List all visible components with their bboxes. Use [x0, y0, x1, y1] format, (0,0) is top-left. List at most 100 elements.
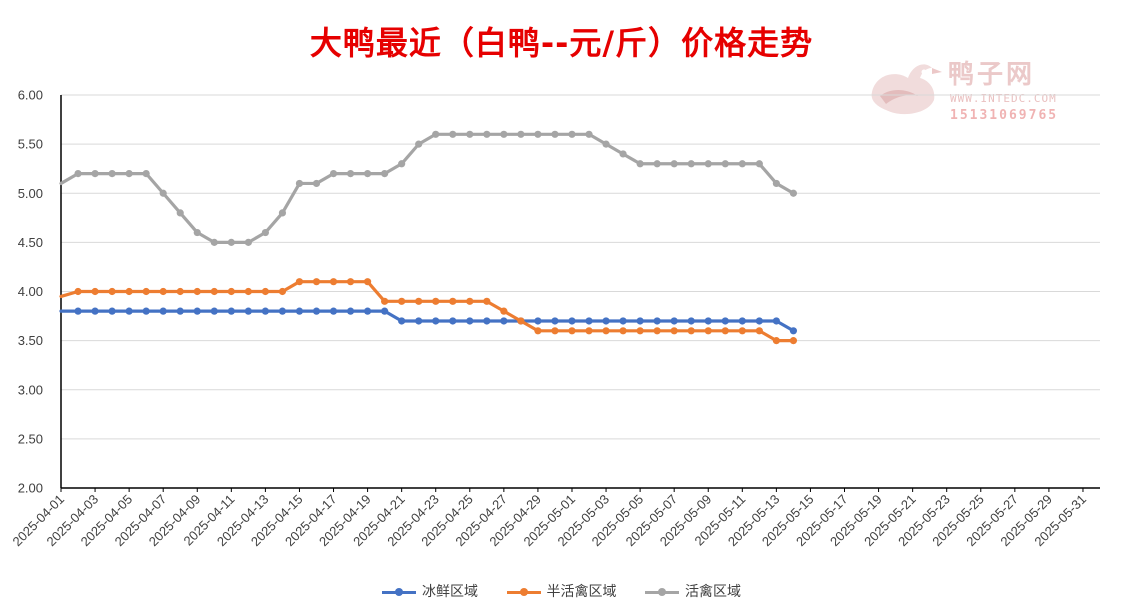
- data-point: [415, 140, 423, 148]
- data-point: [261, 287, 269, 296]
- data-point: [500, 307, 508, 315]
- data-point: [466, 297, 474, 305]
- legend-swatch-1: [506, 586, 541, 598]
- series-line-0: [59, 309, 796, 333]
- data-point: [329, 307, 338, 315]
- data-point: [398, 160, 406, 168]
- data-point: [244, 238, 252, 246]
- data-point: [193, 307, 201, 315]
- data-point: [227, 307, 235, 315]
- data-point: [244, 307, 252, 315]
- data-point: [108, 287, 116, 296]
- data-point: [125, 287, 133, 296]
- data-point: [500, 317, 508, 325]
- chart-title: 大鸭最近（白鸭--元/斤）价格走势: [309, 24, 814, 62]
- legend-item-series-1: 半活禽区域: [506, 581, 617, 601]
- data-point: [636, 160, 644, 168]
- data-point: [687, 327, 695, 335]
- data-point: [619, 317, 627, 325]
- watermark-brand: 鸭子网: [948, 60, 1036, 90]
- data-point: [619, 327, 627, 335]
- data-point: [278, 287, 287, 296]
- series-line-2: [59, 132, 796, 244]
- data-point: [346, 278, 355, 286]
- y-tick-label: 5.50: [18, 137, 43, 152]
- data-point: [176, 307, 184, 315]
- data-point: [534, 130, 542, 138]
- data-point: [227, 238, 235, 246]
- series-2: [59, 130, 798, 246]
- data-point: [244, 287, 252, 296]
- data-point: [176, 287, 184, 296]
- legend-label-1: 半活禽区域: [546, 584, 617, 600]
- data-point: [585, 327, 593, 335]
- data-point: [432, 130, 440, 138]
- data-point: [483, 317, 491, 325]
- data-point: [772, 179, 780, 188]
- data-point: [261, 228, 269, 237]
- data-point: [568, 317, 576, 325]
- data-point: [755, 327, 763, 335]
- data-point: [261, 307, 269, 315]
- data-point: [74, 307, 82, 315]
- chart-legend: 冰鲜区域 半活禽区域 活禽区域: [0, 581, 1123, 601]
- data-point: [329, 170, 338, 178]
- data-point: [789, 337, 798, 345]
- data-point: [500, 130, 508, 138]
- data-point: [125, 170, 133, 178]
- data-point: [91, 307, 99, 315]
- data-point: [142, 307, 150, 315]
- data-point: [295, 179, 304, 188]
- data-point: [619, 150, 627, 158]
- x-axis: 2025-04-012025-04-032025-04-052025-04-07…: [9, 487, 1100, 549]
- data-point: [91, 170, 99, 178]
- y-tick-label: 2.00: [18, 481, 43, 496]
- data-point: [687, 317, 695, 325]
- data-point: [653, 327, 661, 335]
- data-point: [449, 297, 457, 305]
- data-point: [227, 287, 235, 296]
- data-point: [704, 327, 712, 335]
- data-point: [534, 317, 542, 325]
- data-point: [551, 130, 559, 138]
- data-point: [670, 327, 678, 335]
- data-point: [210, 287, 218, 296]
- data-point: [381, 307, 389, 315]
- watermark-phone: 15131069765: [950, 108, 1059, 123]
- data-point: [670, 160, 678, 168]
- legend-item-series-0: 冰鲜区域: [382, 581, 478, 601]
- legend-item-series-2: 活禽区域: [644, 581, 741, 601]
- data-point: [312, 278, 321, 286]
- data-point: [517, 130, 525, 138]
- data-point: [108, 170, 116, 178]
- y-tick-label: 3.00: [18, 382, 43, 397]
- data-point: [415, 297, 423, 305]
- data-point: [653, 160, 661, 168]
- data-point: [738, 317, 746, 325]
- data-point: [772, 317, 780, 325]
- data-point: [381, 170, 389, 178]
- data-point: [789, 327, 798, 335]
- data-point: [738, 327, 746, 335]
- data-point: [483, 297, 491, 305]
- data-point: [551, 317, 559, 325]
- data-point: [363, 170, 372, 178]
- legend-swatch-2: [644, 586, 679, 598]
- data-point: [789, 189, 798, 197]
- data-point: [159, 307, 167, 315]
- data-point: [721, 317, 729, 325]
- data-point: [381, 297, 389, 305]
- data-point: [278, 209, 287, 217]
- data-point: [142, 170, 150, 178]
- data-point: [568, 327, 576, 335]
- data-point: [159, 287, 167, 296]
- data-point: [398, 297, 406, 305]
- data-point: [755, 317, 763, 325]
- data-point: [517, 317, 525, 325]
- data-point: [312, 307, 321, 315]
- data-point: [653, 317, 661, 325]
- data-point: [568, 130, 576, 138]
- data-point: [636, 327, 644, 335]
- data-point: [125, 307, 133, 315]
